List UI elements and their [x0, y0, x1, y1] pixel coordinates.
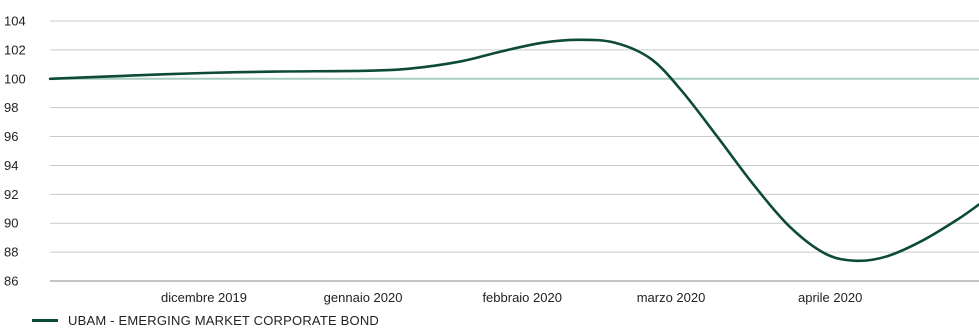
y-tick-label: 104	[4, 14, 26, 29]
x-tick-labels: dicembre 2019 gennaio 2020 febbraio 2020 ma…	[161, 290, 862, 305]
y-tick-label: 102	[4, 42, 26, 57]
y-tick-label: 86	[4, 274, 18, 289]
grid-lines	[50, 20, 979, 282]
legend-swatch	[32, 318, 58, 322]
x-tick-label: marzo 2020	[637, 290, 706, 305]
y-tick-label: 96	[4, 129, 18, 144]
x-tick-label: febbraio 2020	[482, 290, 562, 305]
x-tick-label: dicembre 2019	[161, 290, 247, 305]
legend: UBAM - EMERGING MARKET CORPORATE BOND	[32, 312, 379, 328]
y-tick-label: 92	[4, 187, 18, 202]
x-tick-label: gennaio 2020	[324, 290, 403, 305]
x-tick-label: aprile 2020	[798, 290, 862, 305]
series-line	[48, 38, 979, 263]
series-group	[48, 38, 979, 263]
y-tick-label: 94	[4, 158, 18, 173]
y-tick-label: 88	[4, 245, 18, 260]
y-tick-labels: 86 88 90 92 94 96 98 100 102 104	[4, 14, 26, 289]
y-tick-label: 90	[4, 216, 18, 231]
legend-label: UBAM - EMERGING MARKET CORPORATE BOND	[68, 312, 380, 328]
y-tick-label: 100	[4, 71, 26, 86]
y-tick-label: 98	[4, 100, 18, 115]
